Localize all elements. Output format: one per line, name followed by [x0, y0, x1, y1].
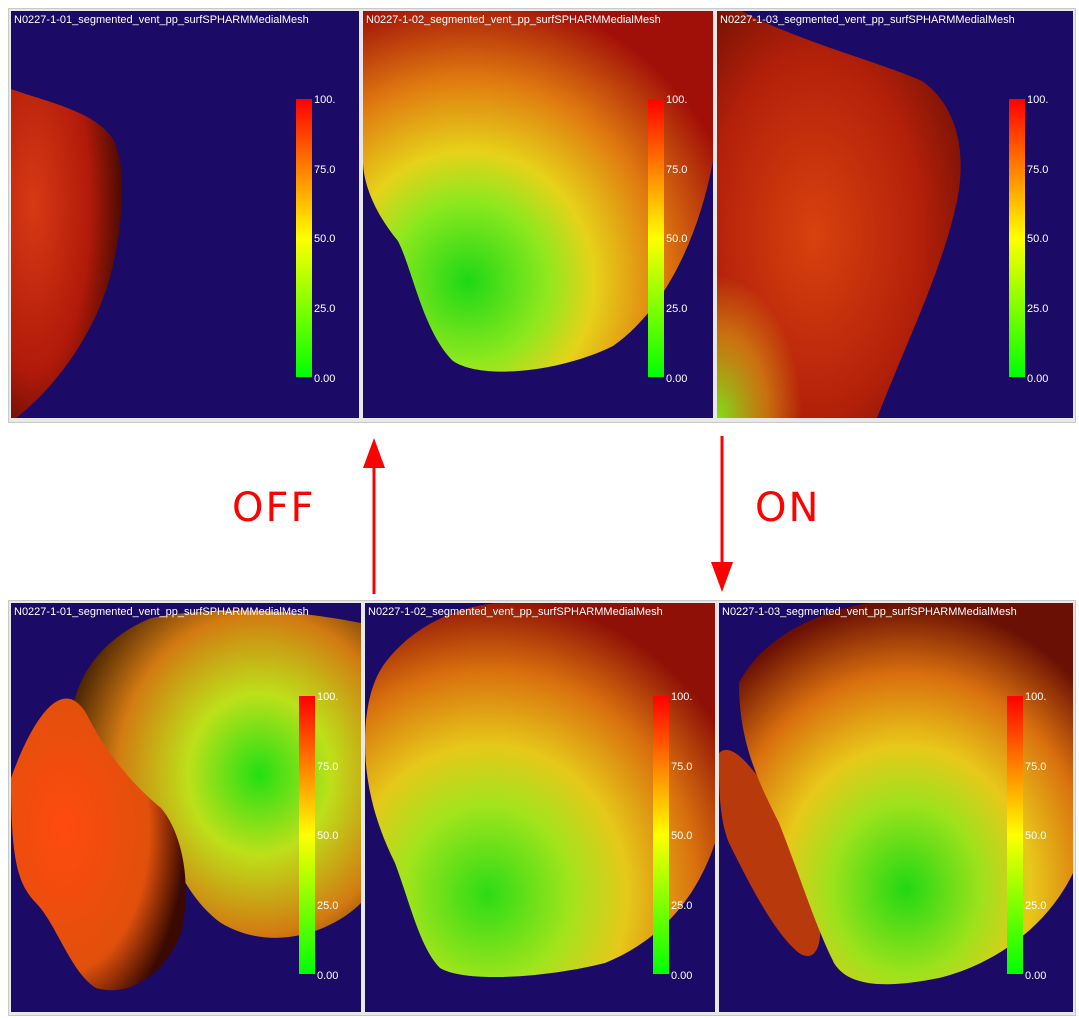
- scale-tick-25: 25.0: [314, 303, 336, 315]
- color-scale-bar: [648, 99, 664, 377]
- panel-title: N0227-1-01_segmented_vent_pp_surfSPHARMM…: [14, 606, 309, 618]
- scale-tick-50: 50.0: [666, 233, 688, 245]
- scale-tick-min: 0.00: [671, 970, 693, 982]
- bottom-row-viewer: N0227-1-01_segmented_vent_pp_surfSPHARMM…: [8, 600, 1076, 1016]
- color-scale-bar: [296, 99, 312, 377]
- scale-tick-min: 0.00: [666, 373, 688, 385]
- scale-tick-75: 75.0: [314, 164, 336, 176]
- on-arrow-down: [711, 436, 733, 592]
- off-arrow-up: [363, 438, 385, 594]
- scale-tick-25: 25.0: [1025, 900, 1047, 912]
- surface-mesh[interactable]: [365, 603, 715, 1012]
- scale-tick-min: 0.00: [317, 970, 339, 982]
- scale-tick-max: 100.: [1027, 94, 1049, 106]
- scale-tick-75: 75.0: [1025, 761, 1047, 773]
- color-scale-bar: [1009, 99, 1025, 377]
- render-panel-3[interactable]: N0227-1-03_segmented_vent_pp_surfSPHARMM…: [719, 603, 1073, 1012]
- color-scale-bar: [653, 696, 669, 974]
- surface-mesh[interactable]: [11, 603, 361, 1012]
- scale-tick-min: 0.00: [1025, 970, 1047, 982]
- surface-mesh[interactable]: [363, 11, 713, 418]
- color-scale-bar: [299, 696, 315, 974]
- surface-mesh[interactable]: [717, 11, 1073, 418]
- scale-tick-25: 25.0: [317, 900, 339, 912]
- scale-tick-50: 50.0: [317, 830, 339, 842]
- render-panel-2[interactable]: N0227-1-02_segmented_vent_pp_surfSPHARMM…: [365, 603, 715, 1012]
- top-row-viewer: N0227-1-01_segmented_vent_pp_surfSPHARMM…: [8, 8, 1076, 423]
- panel-title: N0227-1-02_segmented_vent_pp_surfSPHARMM…: [368, 606, 663, 618]
- scale-tick-75: 75.0: [666, 164, 688, 176]
- scale-tick-max: 100.: [314, 94, 336, 106]
- scale-tick-max: 100.: [671, 691, 693, 703]
- scale-tick-50: 50.0: [314, 233, 336, 245]
- on-label: ON: [755, 485, 821, 531]
- render-panel-1[interactable]: N0227-1-01_segmented_vent_pp_surfSPHARMM…: [11, 603, 361, 1012]
- scale-tick-50: 50.0: [1027, 233, 1049, 245]
- scale-tick-min: 0.00: [314, 373, 336, 385]
- scale-tick-25: 25.0: [671, 900, 693, 912]
- scale-tick-75: 75.0: [1027, 164, 1049, 176]
- panel-title: N0227-1-02_segmented_vent_pp_surfSPHARMM…: [366, 14, 661, 26]
- scale-tick-25: 25.0: [1027, 303, 1049, 315]
- scale-tick-75: 75.0: [317, 761, 339, 773]
- render-panel-2[interactable]: N0227-1-02_segmented_vent_pp_surfSPHARMM…: [363, 11, 713, 418]
- render-panel-3[interactable]: N0227-1-03_segmented_vent_pp_surfSPHARMM…: [717, 11, 1073, 418]
- color-scale-bar: [1007, 696, 1023, 974]
- panel-title: N0227-1-03_segmented_vent_pp_surfSPHARMM…: [722, 606, 1017, 618]
- scale-tick-50: 50.0: [671, 830, 693, 842]
- scale-tick-max: 100.: [1025, 691, 1047, 703]
- scale-tick-50: 50.0: [1025, 830, 1047, 842]
- off-label: OFF: [232, 485, 316, 531]
- render-panel-1[interactable]: N0227-1-01_segmented_vent_pp_surfSPHARMM…: [11, 11, 359, 418]
- scale-tick-max: 100.: [666, 94, 688, 106]
- scale-tick-max: 100.: [317, 691, 339, 703]
- surface-mesh[interactable]: [719, 603, 1073, 1012]
- panel-title: N0227-1-03_segmented_vent_pp_surfSPHARMM…: [720, 14, 1015, 26]
- surface-mesh[interactable]: [11, 11, 359, 418]
- panel-title: N0227-1-01_segmented_vent_pp_surfSPHARMM…: [14, 14, 309, 26]
- scale-tick-25: 25.0: [666, 303, 688, 315]
- scale-tick-min: 0.00: [1027, 373, 1049, 385]
- scale-tick-75: 75.0: [671, 761, 693, 773]
